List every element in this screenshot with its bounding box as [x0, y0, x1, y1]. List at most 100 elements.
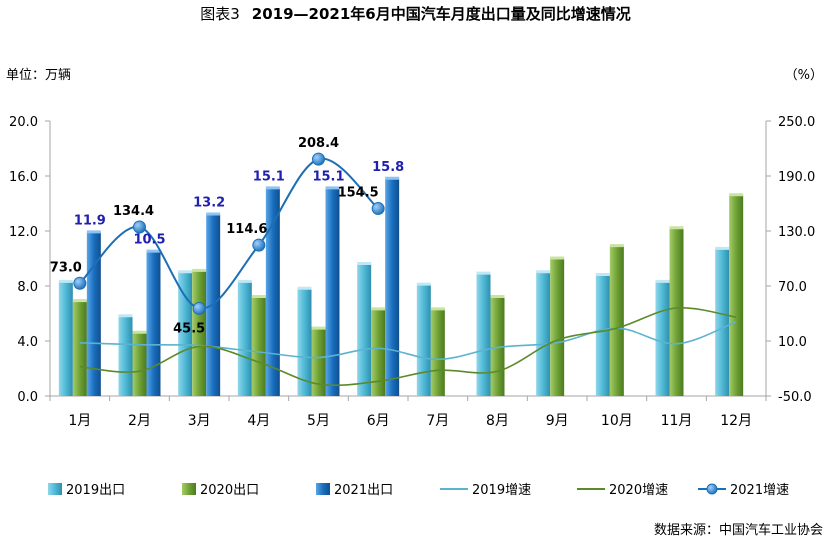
point-2021增速 [133, 220, 146, 234]
bar-cap-2020出口 [251, 295, 266, 298]
legend-label: 2020出口 [200, 483, 259, 498]
bar-cap-2019出口 [416, 282, 431, 286]
y-right-tick-label: 250.0 [778, 115, 815, 130]
y-right-tick-label: 70.0 [778, 280, 807, 295]
legend-label: 2020增速 [609, 483, 668, 498]
bar-cap-2019出口 [237, 279, 252, 283]
x-tick-label: 7月 [426, 413, 449, 429]
x-tick-label: 10月 [601, 413, 633, 429]
bar-2019出口 [58, 281, 73, 396]
bar-2021出口 [206, 214, 221, 396]
data-label-2021出口: 15.1 [312, 169, 344, 184]
bar-cap-2021出口 [86, 230, 101, 234]
legend-swatch [316, 483, 330, 495]
y-right-tick-label: -50.0 [778, 390, 812, 405]
point-2021增速 [312, 152, 325, 166]
bar-2019出口 [715, 248, 730, 396]
bar-cap-2019出口 [178, 270, 193, 274]
data-label-2021增速: 134.4 [113, 204, 154, 219]
bar-cap-2021出口 [265, 186, 280, 190]
bar-2021出口 [325, 188, 340, 396]
bar-2019出口 [178, 272, 193, 396]
y-right-tick-label: 190.0 [778, 170, 815, 185]
bar-cap-2019出口 [476, 271, 491, 275]
bar-cap-2020出口 [371, 307, 386, 311]
legend-swatch [706, 483, 718, 495]
x-tick-label: 3月 [188, 413, 211, 429]
y-left-tick-label: 12.0 [9, 225, 38, 240]
lines [73, 152, 737, 387]
bar-cap-2020出口 [192, 268, 207, 272]
bar-cap-2019出口 [655, 279, 670, 283]
bar-2020出口 [430, 309, 445, 396]
bar-cap-2020出口 [72, 299, 87, 303]
bar-2021出口 [146, 251, 161, 396]
left-axis-unit: 单位：万辆 [6, 68, 72, 83]
bar-2019出口 [655, 281, 670, 396]
x-tick-label: 8月 [486, 413, 509, 429]
bar-2020出口 [251, 297, 266, 396]
bar-2020出口 [371, 309, 386, 396]
chart-title: 图表3 2019—2021年6月中国汽车月度出口量及同比增速情况 [0, 3, 831, 24]
line-2019增速 [79, 320, 737, 361]
data-label-2021出口: 15.8 [372, 160, 404, 175]
data-label-2021出口: 11.9 [74, 213, 106, 228]
data-label-2021增速: 73.0 [50, 260, 82, 275]
bar-cap-2020出口 [430, 307, 445, 311]
bar-2020出口 [729, 195, 744, 396]
legend-swatch [48, 483, 62, 495]
bar-2019出口 [536, 272, 551, 396]
point-2021增速 [73, 276, 87, 290]
x-tick-label: 5月 [307, 413, 330, 429]
bar-2019出口 [237, 281, 252, 396]
bar-2020出口 [550, 258, 565, 396]
legend-label: 2021出口 [334, 483, 393, 498]
y-left-tick-label: 16.0 [9, 170, 38, 185]
bar-cap-2019出口 [715, 246, 730, 250]
bar-cap-2020出口 [550, 256, 565, 260]
bar-2020出口 [669, 228, 684, 396]
point-2021增速 [252, 238, 266, 252]
bar-2020出口 [72, 301, 87, 396]
bar-2019出口 [595, 275, 610, 396]
point-2021增速 [192, 301, 206, 315]
bar-2021出口 [86, 232, 101, 396]
bar-cap-2020出口 [490, 295, 505, 298]
legend-label: 2019增速 [472, 483, 531, 498]
line-2020增速 [79, 307, 737, 387]
point-2021增速 [371, 202, 385, 216]
bar-cap-2021出口 [206, 212, 221, 216]
y-left-tick-label: 0.0 [17, 390, 38, 405]
data-labels: 11.9 10.5 13.2 15.1 15.1 15.8 73.0 134.4 45.5 114… [50, 136, 404, 336]
bar-cap-2020出口 [609, 244, 624, 248]
legend: 2019出口 2020出口 2021出口 2019增速 2020增速 2021增速 [48, 483, 789, 498]
data-label-2021增速: 208.4 [298, 136, 339, 151]
bar-cap-2019出口 [58, 279, 73, 283]
y-right-tick-label: 130.0 [778, 225, 815, 240]
y-left-tick-label: 20.0 [9, 115, 38, 130]
bar-cap-2021出口 [146, 249, 161, 253]
bar-cap-2020出口 [132, 330, 147, 334]
bar-2019出口 [357, 264, 372, 396]
bar-2020出口 [132, 332, 147, 396]
x-tick-label: 9月 [546, 413, 569, 429]
bar-cap-2019出口 [595, 273, 610, 276]
bar-cap-2019出口 [357, 262, 372, 265]
bar-2020出口 [192, 270, 207, 396]
bar-2019出口 [118, 316, 133, 396]
data-label-2021增速: 154.5 [338, 186, 379, 201]
data-label-2021出口: 13.2 [193, 196, 225, 211]
bar-cap-2021出口 [385, 176, 400, 180]
chart-title-prefix: 图表3 [200, 5, 240, 23]
bar-cap-2020出口 [311, 326, 326, 330]
bar-cap-2021出口 [325, 186, 340, 190]
data-label-2021出口: 15.1 [253, 169, 285, 184]
bar-2021出口 [265, 188, 280, 396]
bar-2020出口 [609, 246, 624, 396]
x-tick-label: 11月 [661, 413, 693, 429]
data-label-2021增速: 45.5 [173, 321, 205, 336]
data-label-2021出口: 10.5 [133, 233, 165, 248]
x-tick-label: 12月 [720, 413, 752, 429]
x-tick-label: 6月 [367, 413, 390, 429]
